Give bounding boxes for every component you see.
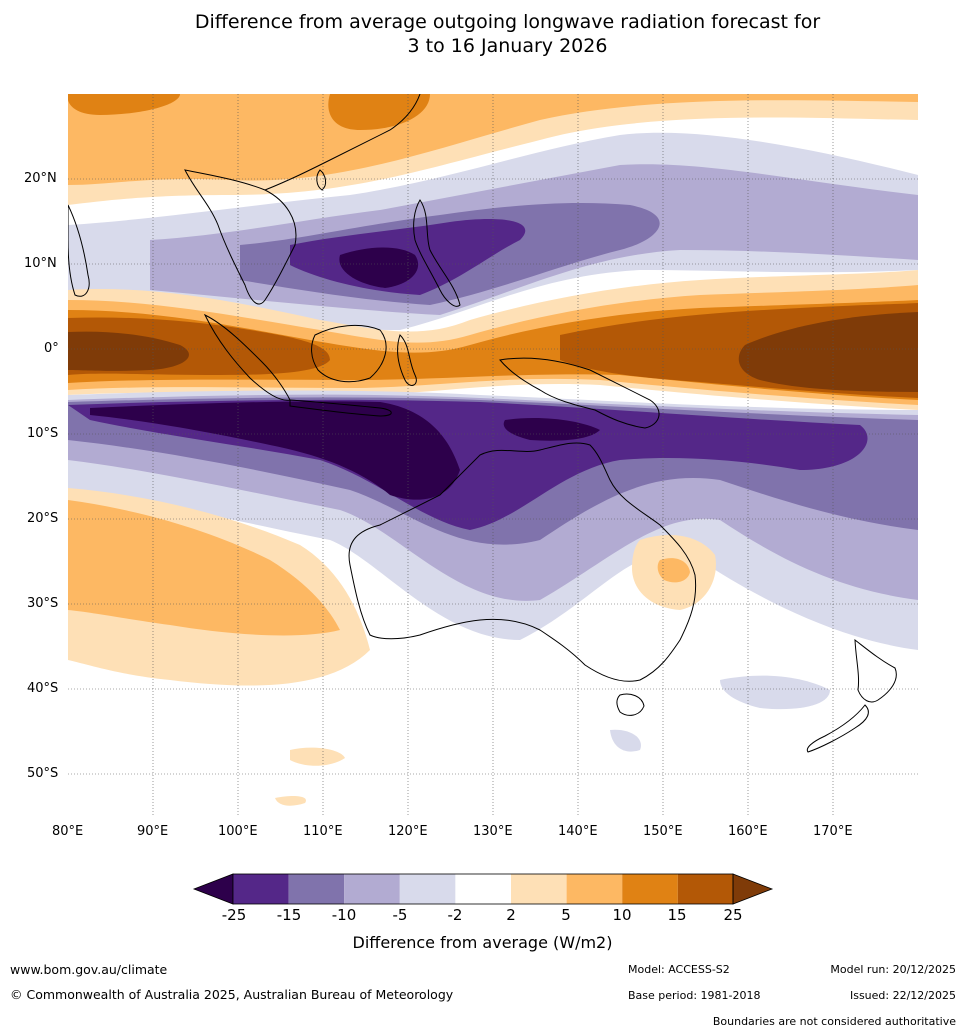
colorbar-seg-1 bbox=[233, 874, 289, 904]
model-name: Model: ACCESS-S2 bbox=[628, 963, 730, 976]
colorbar-extend-high bbox=[732, 873, 774, 905]
lon-label-110e: 110°E bbox=[303, 824, 343, 839]
colorbar-seg-6 bbox=[511, 874, 567, 904]
sulawesi-outline bbox=[397, 334, 417, 386]
base-period: Base period: 1981-2018 bbox=[628, 989, 761, 1002]
colorbar-tick-5: 5 bbox=[561, 906, 571, 924]
colorbar-seg-4 bbox=[399, 874, 456, 904]
purple-patch-south bbox=[610, 729, 641, 752]
lat-label-20s: 20°S bbox=[27, 511, 59, 526]
lon-label-160e: 160°E bbox=[728, 824, 768, 839]
colorbar-tick-neg25: -25 bbox=[221, 906, 247, 924]
lon-label-150e: 150°E bbox=[643, 824, 683, 839]
colorbar bbox=[192, 873, 774, 905]
purple-band-south-core-2 bbox=[503, 418, 600, 441]
philippines-outline bbox=[413, 199, 461, 307]
disclaimer: Boundaries are not considered authoritat… bbox=[712, 1015, 956, 1028]
lon-label-140e: 140°E bbox=[558, 824, 598, 839]
colorbar-seg-2 bbox=[288, 874, 345, 904]
orange-band-north-mid bbox=[68, 94, 918, 185]
website-url: www.bom.gov.au/climate bbox=[10, 962, 168, 977]
purple-patch-tasman bbox=[720, 675, 830, 710]
colorbar-seg-9 bbox=[677, 874, 733, 904]
title-line-1: Difference from average outgoing longwav… bbox=[194, 11, 821, 33]
orange-band-south-mid bbox=[68, 500, 340, 636]
colorbar-tick-neg10: -10 bbox=[331, 906, 357, 924]
colorbar-seg-5 bbox=[455, 874, 511, 904]
new-zealand-south bbox=[806, 704, 869, 753]
indochina-outline bbox=[184, 169, 297, 305]
orange-band-north-strong-2 bbox=[68, 94, 180, 115]
colorbar-label: Difference from average (W/m2) bbox=[352, 933, 613, 952]
lat-label-30s: 30°S bbox=[27, 596, 59, 611]
colorbar-tick-15: 15 bbox=[667, 906, 687, 924]
lat-label-50s: 50°S bbox=[27, 766, 59, 781]
equatorial-band-deep-east bbox=[738, 312, 918, 392]
orange-band-north-strong bbox=[328, 94, 430, 130]
new-guinea-outline bbox=[499, 357, 660, 429]
taiwan-outline bbox=[316, 169, 327, 191]
model-run: Model run: 20/12/2025 bbox=[830, 963, 956, 976]
lat-label-10n: 10°N bbox=[24, 256, 57, 271]
lon-label-120e: 120°E bbox=[388, 824, 428, 839]
new-zealand-north bbox=[854, 638, 897, 703]
lon-label-80e: 80°E bbox=[52, 824, 84, 839]
lon-label-170e: 170°E bbox=[813, 824, 853, 839]
colorbar-extend-low bbox=[192, 873, 234, 905]
orange-patch-southwest-2 bbox=[275, 795, 306, 806]
orange-patch-southwest bbox=[290, 747, 345, 766]
china-coast bbox=[264, 94, 421, 191]
chart-title: Difference from average outgoing longwav… bbox=[0, 10, 965, 58]
java-outline bbox=[289, 399, 392, 417]
colorbar-tick-neg5: -5 bbox=[392, 906, 408, 924]
colorbar-tick-10: 10 bbox=[612, 906, 632, 924]
colorbar-seg-7 bbox=[566, 874, 623, 904]
borneo-outline bbox=[311, 325, 387, 383]
issued-date: Issued: 22/12/2025 bbox=[849, 989, 956, 1002]
equatorial-band-deep-west bbox=[68, 331, 189, 371]
australia-outline bbox=[348, 442, 697, 682]
colorbar-seg-8 bbox=[622, 874, 678, 904]
lon-label-90e: 90°E bbox=[137, 824, 169, 839]
lon-label-100e: 100°E bbox=[218, 824, 258, 839]
coastlines bbox=[68, 94, 897, 753]
lat-label-10s: 10°S bbox=[27, 426, 59, 441]
orange-patch-australia-mid bbox=[657, 558, 690, 583]
graticule bbox=[68, 94, 918, 816]
lat-label-0: 0° bbox=[44, 341, 59, 356]
purple-band-north-core bbox=[339, 247, 419, 288]
lat-label-20n: 20°N bbox=[24, 171, 57, 186]
colorbar-tick-neg15: -15 bbox=[276, 906, 302, 924]
colorbar-frame bbox=[232, 873, 734, 905]
colorbar-seg-3 bbox=[344, 874, 400, 904]
colorbar-tick-neg2: -2 bbox=[447, 906, 463, 924]
colorbar-tick-2: 2 bbox=[506, 906, 516, 924]
title-line-2: 3 to 16 January 2026 bbox=[407, 35, 608, 57]
india-outline bbox=[68, 204, 90, 297]
purple-band-south-core bbox=[90, 401, 460, 500]
lon-label-130e: 130°E bbox=[473, 824, 513, 839]
copyright: © Commonwealth of Australia 2025, Austra… bbox=[10, 987, 454, 1002]
colorbar-tick-25: 25 bbox=[723, 906, 743, 924]
lat-label-40s: 40°S bbox=[27, 681, 59, 696]
tasmania-outline bbox=[616, 693, 645, 716]
